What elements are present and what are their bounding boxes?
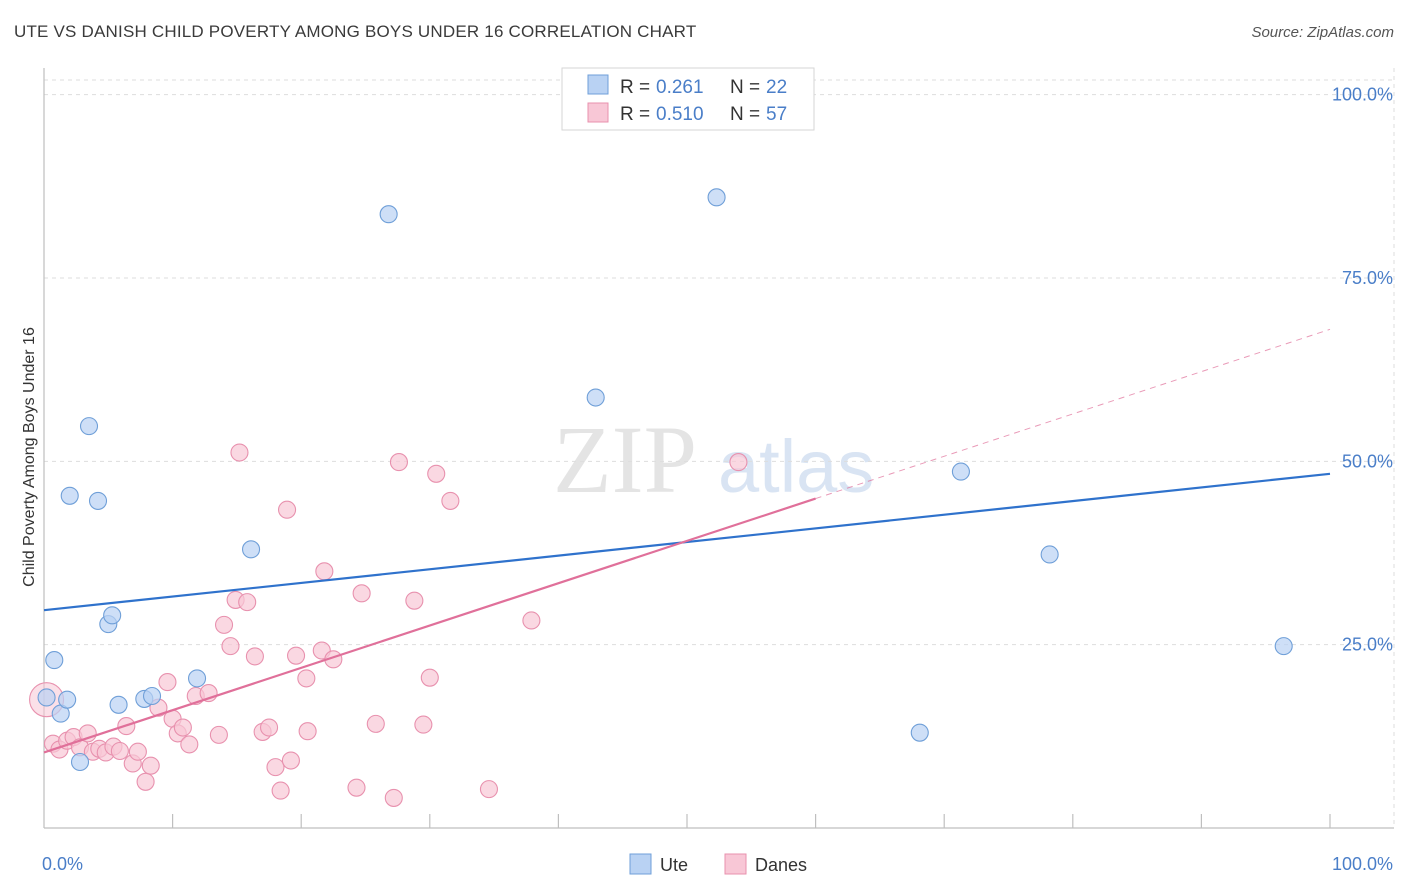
x-tick-label: 0.0%: [42, 854, 83, 874]
legend-ute-n-label: N =: [730, 77, 765, 98]
danes-point: [479, 780, 499, 799]
y-axis-tick-labels: 25.0% 50.0% 75.0% 100.0%: [1332, 85, 1393, 655]
danes-point: [180, 735, 199, 754]
y-tick-label: 100.0%: [1332, 85, 1393, 105]
danes-point: [141, 756, 160, 775]
chart-title: UTE VS DANISH CHILD POVERTY AMONG BOYS U…: [14, 22, 697, 41]
legend-swatch-danes: [587, 102, 609, 123]
danes-trendline-extension: [815, 328, 1331, 500]
ute-point: [1274, 637, 1293, 656]
danes-trendline: [43, 497, 816, 754]
legend-danes-n-label: N =: [730, 104, 765, 125]
danes-point: [347, 778, 366, 797]
bottom-legend-ute-label: Ute: [660, 855, 688, 875]
x-tick-label: 100.0%: [1332, 854, 1393, 874]
bottom-legend-swatch-danes: [724, 853, 747, 875]
ute-point: [1040, 545, 1059, 564]
danes-point: [420, 668, 439, 687]
danes-point: [245, 647, 264, 666]
danes-point: [278, 500, 297, 519]
ute-point: [58, 690, 77, 709]
danes-point: [271, 781, 290, 800]
danes-point: [366, 714, 385, 733]
legend-danes-r-value: 0.510: [656, 104, 704, 125]
danes-point: [110, 741, 129, 761]
watermark-zip: ZIP: [553, 406, 697, 513]
danes-point: [297, 669, 316, 688]
bottom-legend-swatch-ute: [629, 853, 652, 875]
danes-point: [214, 615, 234, 634]
danes-point: [221, 637, 240, 656]
legend-danes-n-value: 57: [766, 104, 787, 125]
ute-point: [37, 688, 56, 707]
y-tick-label: 25.0%: [1342, 635, 1393, 655]
danes-point: [352, 584, 371, 603]
ute-point: [70, 752, 90, 772]
danes-point: [158, 673, 177, 692]
ute-point: [707, 188, 726, 207]
danes-point: [315, 562, 334, 581]
ute-point: [88, 491, 108, 510]
ute-point: [103, 606, 122, 625]
ute-point: [142, 686, 162, 706]
ute-point: [241, 540, 261, 559]
danes-point: [427, 464, 446, 483]
danes-point: [173, 718, 192, 737]
y-tick-label: 75.0%: [1342, 268, 1393, 288]
ute-point: [586, 388, 605, 407]
danes-point: [259, 718, 279, 737]
x-axis-ticks: [172, 814, 1331, 828]
y-axis-label: Child Poverty Among Boys Under 16: [21, 327, 38, 587]
danes-point: [128, 742, 147, 761]
legend-danes-r-label: R =: [620, 104, 655, 125]
ute-point: [951, 462, 970, 481]
legend-ute-r-value: 0.261: [656, 77, 704, 98]
stats-legend: R = 0.261 N = 22 R = 0.510 N = 57: [561, 67, 815, 131]
ute-point: [187, 669, 207, 688]
trendlines: [43, 328, 1331, 754]
danes-point: [405, 591, 424, 610]
ute-point: [60, 486, 79, 505]
ute-point: [910, 723, 929, 742]
danes-point: [441, 491, 460, 510]
ute-point: [45, 651, 64, 670]
chart-source: Source: ZipAtlas.com: [1251, 24, 1394, 41]
watermark: ZIP atlas: [553, 406, 874, 513]
legend-swatch-ute: [587, 74, 609, 95]
series-legend: Ute Danes: [629, 853, 807, 875]
bottom-legend-danes-label: Danes: [755, 855, 807, 875]
danes-point: [287, 646, 306, 665]
ute-point: [379, 205, 398, 224]
y-tick-label: 50.0%: [1342, 451, 1393, 471]
danes-point: [414, 715, 433, 734]
danes-point: [389, 453, 408, 472]
danes-point: [281, 751, 300, 770]
danes-point: [298, 722, 317, 741]
danes-point: [136, 772, 155, 791]
ute-point: [109, 695, 128, 714]
legend-ute-r-label: R =: [620, 77, 655, 98]
danes-point: [230, 443, 249, 462]
danes-point: [266, 758, 285, 777]
danes-point: [522, 611, 541, 630]
danes-point: [384, 788, 403, 807]
x-axis-tick-labels: 0.0% 100.0%: [42, 854, 1393, 874]
danes-point: [238, 593, 257, 612]
ute-point: [79, 417, 99, 436]
danes-point: [729, 453, 748, 472]
ute-series: [37, 188, 1293, 772]
danes-series: [29, 443, 748, 807]
danes-point: [209, 725, 228, 744]
legend-ute-n-value: 22: [766, 77, 787, 98]
